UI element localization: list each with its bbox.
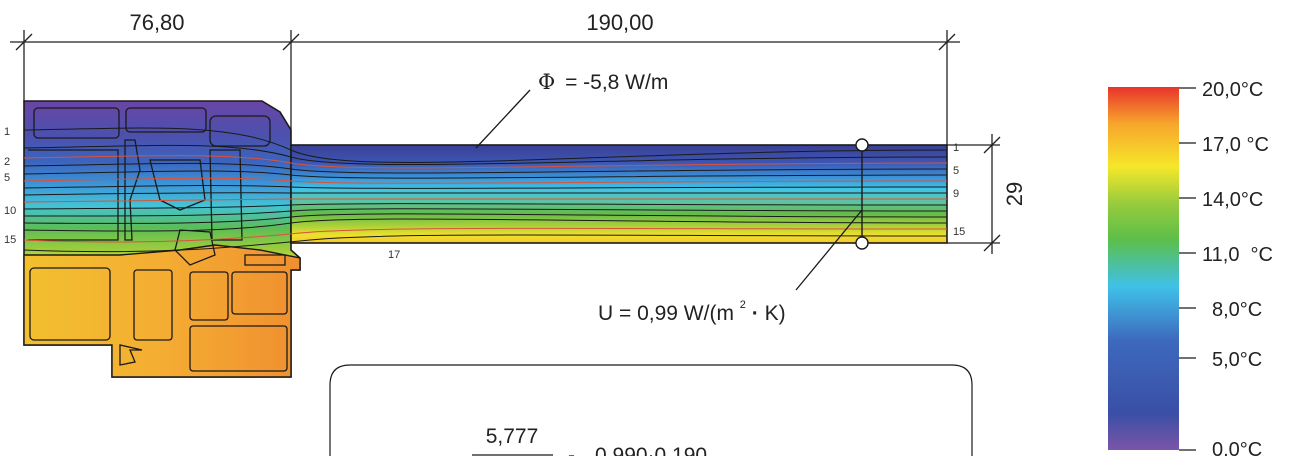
isotherm-label: 5: [953, 165, 959, 177]
u-value-leader: [795, 209, 863, 291]
heat-flux-label: Φ = -5,8 W/m: [538, 70, 668, 94]
u-value-measurement-line: [855, 138, 869, 250]
u-value-label: U = 0,99 W/(m 2 · K): [598, 290, 786, 325]
isotherm-label: 2: [4, 156, 10, 168]
isotherm-label: 15: [4, 234, 16, 246]
isotherms: [23, 127, 948, 253]
measurement-point-top: [855, 138, 869, 152]
formula-box: 5,777 - 0,990·0,190: [329, 364, 973, 456]
glass-width-dimension: 190,00: [586, 10, 653, 35]
isotherm-label-bottom: 17: [388, 249, 400, 261]
frame-profile: [23, 100, 301, 378]
isotherm-label: 1: [4, 126, 10, 138]
isotherm-label: 1: [953, 142, 959, 154]
u-value-prefix: U = 0,99 W/(m: [598, 302, 734, 325]
isotherm-labels-right: 1 5 9 15: [953, 142, 965, 238]
isotherm-label: 10: [4, 205, 16, 217]
formula-rest: 0,990·0,190: [595, 444, 707, 456]
u-value-superscript: 2: [740, 299, 746, 311]
color-scale-bar: [1108, 87, 1179, 450]
dimension-lines: [10, 30, 1001, 254]
isotherm-labels-left: 1 2 5 10 15: [4, 126, 16, 246]
formula-numerator: 5,777: [486, 425, 539, 448]
scale-label: 5,0°C: [1212, 349, 1262, 371]
scale-label: 20,0°C: [1202, 79, 1263, 101]
color-scale-legend: 20,0°C 17,0 °C 14,0°C 11,0 °C 8,0°C 5,0°…: [1108, 79, 1273, 456]
isotherm-label: 9: [953, 188, 959, 200]
heat-flux-leader: [475, 89, 531, 149]
glass-thickness-dimension: 29: [1002, 182, 1027, 206]
isotherm-label: 5: [4, 172, 10, 184]
frame-width-dimension: 76,80: [129, 10, 184, 35]
u-value-suffix: K): [765, 302, 786, 325]
isotherm-label: 15: [953, 226, 965, 238]
measurement-point-bottom: [855, 236, 869, 250]
scale-label: 0,0°C: [1212, 439, 1262, 456]
scale-label: 11,0 °C: [1202, 244, 1273, 266]
scale-label: 17,0 °C: [1202, 134, 1269, 156]
formula-minus: -: [568, 444, 575, 456]
phi-symbol: Φ: [538, 70, 555, 94]
u-value-dot: ·: [752, 302, 759, 325]
heat-flux-value: = -5,8 W/m: [565, 71, 668, 94]
scale-label: 14,0°C: [1202, 189, 1263, 211]
scale-label: 8,0°C: [1212, 299, 1262, 321]
